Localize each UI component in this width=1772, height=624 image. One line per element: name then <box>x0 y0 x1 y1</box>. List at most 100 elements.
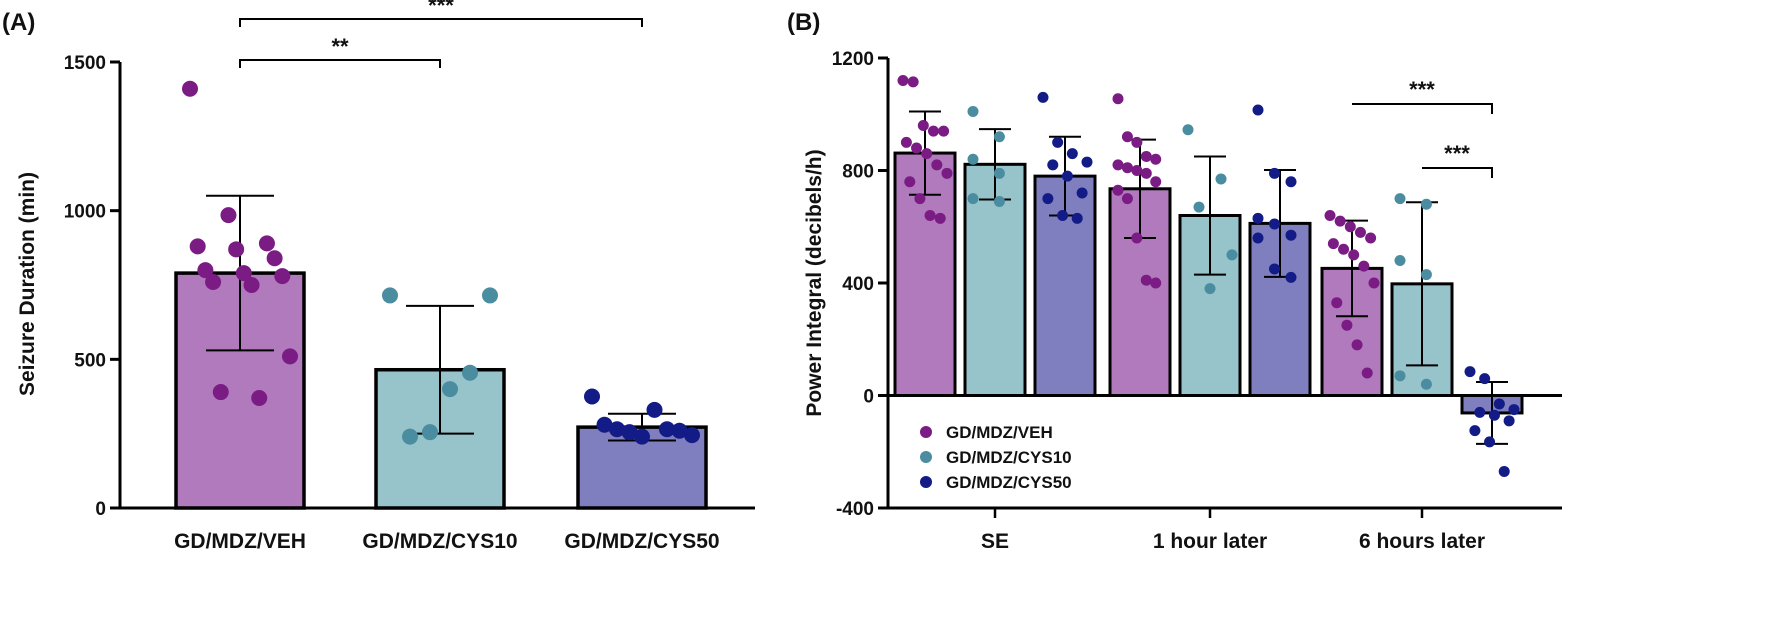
data-point <box>924 210 936 221</box>
data-point <box>927 125 939 137</box>
y-tick-label: 0 <box>95 499 106 520</box>
significance-label: *** <box>428 0 454 18</box>
legend-marker <box>920 426 932 438</box>
data-point <box>1420 269 1432 281</box>
data-point <box>1140 150 1152 162</box>
data-point <box>1327 238 1339 250</box>
significance-label: ** <box>331 34 349 59</box>
data-point <box>1469 425 1481 437</box>
y-tick-label: 0 <box>863 387 874 408</box>
data-point <box>1508 404 1520 416</box>
data-point <box>462 364 478 381</box>
data-point <box>634 428 650 445</box>
x-category-label: 1 hour later <box>1153 530 1267 553</box>
panel-a-label: (A) <box>2 9 35 36</box>
data-point <box>1324 210 1336 221</box>
data-point <box>282 348 298 365</box>
data-point <box>1061 170 1073 182</box>
data-point <box>609 421 625 438</box>
legend-label: GD/MDZ/VEH <box>946 423 1053 442</box>
significance-bracket <box>239 18 643 27</box>
data-point <box>938 125 950 137</box>
data-point <box>1131 232 1143 244</box>
data-point <box>993 195 1005 207</box>
data-point <box>1121 131 1133 143</box>
panel-a-chart: 0 500 1000 1500 GD/MDZ/VEH GD/MDZ/CYS10 GD/MDZ… <box>64 0 755 553</box>
data-point <box>1150 277 1162 289</box>
data-point <box>1057 210 1069 221</box>
legend-marker <box>920 476 932 488</box>
panel-b-y-axis-title: Power Integral (decibels/h) <box>803 149 826 416</box>
data-point <box>1285 271 1297 283</box>
data-point <box>1047 159 1059 171</box>
data-point <box>1365 232 1377 244</box>
data-point <box>1394 370 1406 382</box>
data-point <box>967 193 979 205</box>
data-point <box>1474 406 1486 418</box>
data-point <box>251 389 268 406</box>
data-point <box>596 416 613 433</box>
x-category-label: GD/MDZ/VEH <box>174 530 306 553</box>
data-point <box>1269 263 1280 275</box>
data-point <box>907 76 919 88</box>
data-point <box>941 167 953 179</box>
data-point <box>1484 436 1496 448</box>
data-point <box>382 287 398 304</box>
data-point <box>1131 165 1143 176</box>
data-point <box>1052 136 1064 148</box>
y-tick-label: 800 <box>842 162 874 183</box>
y-tick-label: -400 <box>836 499 874 520</box>
x-category-label: GD/MDZ/CYS10 <box>362 530 517 553</box>
legend-label: GD/MDZ/CYS10 <box>946 448 1072 467</box>
y-tick-label: 1000 <box>64 202 106 223</box>
data-point <box>1269 167 1280 179</box>
data-point <box>189 238 206 255</box>
data-point <box>205 274 222 291</box>
data-point <box>1037 91 1049 103</box>
data-point <box>1331 297 1343 309</box>
data-point <box>402 428 418 445</box>
x-category-label: SE <box>981 530 1009 553</box>
data-point <box>1193 201 1205 213</box>
data-point <box>1420 378 1432 390</box>
data-point <box>1252 212 1264 224</box>
data-point <box>1252 232 1264 244</box>
data-point <box>914 193 926 205</box>
data-point <box>1358 260 1370 272</box>
significance-label: *** <box>1409 77 1435 102</box>
data-point <box>197 262 214 279</box>
y-tick-label: 1500 <box>64 53 106 74</box>
data-point <box>1066 148 1078 160</box>
data-point <box>1121 162 1133 174</box>
data-point <box>182 80 198 97</box>
panel-b-chart: -400 0 400 800 1200 SE 1 hour later 6 hours lat… <box>832 49 1562 553</box>
data-point <box>646 401 663 418</box>
x-category-label: GD/MDZ/CYS50 <box>564 530 719 553</box>
data-point <box>258 235 275 252</box>
legend-label: GD/MDZ/CYS50 <box>946 473 1072 492</box>
data-point <box>967 105 979 117</box>
data-point <box>228 241 245 258</box>
significance-bracket <box>1352 103 1493 114</box>
data-point <box>1112 93 1124 105</box>
data-point <box>1269 218 1280 230</box>
data-point <box>621 424 638 441</box>
data-point <box>1131 136 1143 148</box>
y-tick-label: 1200 <box>832 49 874 70</box>
data-point <box>671 422 688 439</box>
data-point <box>220 207 237 224</box>
data-point <box>235 265 252 282</box>
bar <box>1248 221 1312 397</box>
data-point <box>1112 184 1124 196</box>
data-point <box>1140 167 1152 179</box>
data-point <box>1112 159 1124 171</box>
data-point <box>1348 249 1360 261</box>
significance-bracket <box>1422 167 1493 178</box>
data-point <box>1226 249 1238 261</box>
legend-marker <box>920 451 932 463</box>
data-point <box>904 176 916 188</box>
data-point <box>442 381 458 398</box>
data-point <box>1204 283 1216 295</box>
data-point <box>1121 193 1133 205</box>
data-point <box>931 159 943 171</box>
